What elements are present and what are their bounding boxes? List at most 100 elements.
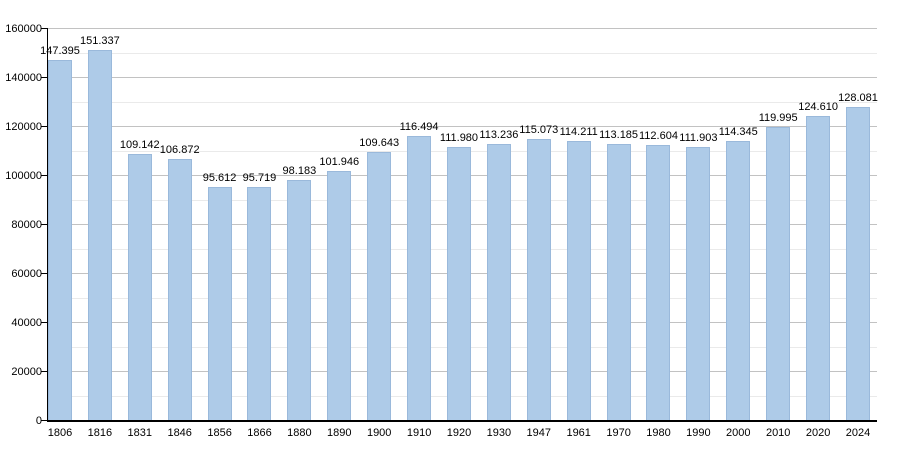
gridline-minor (48, 52, 877, 54)
x-axis-tick-label: 2020 (805, 427, 831, 439)
bar-value-label: 112.604 (639, 130, 678, 143)
y-axis-tick (41, 322, 47, 323)
bar (646, 145, 671, 421)
bar (207, 186, 232, 421)
bar-value-label: 95.612 (202, 171, 237, 184)
plot-area: 147.395 1806 151.337 1816 109.142 1831 106.872… (40, 28, 878, 440)
x-axis-tick-label: 1816 (87, 427, 113, 439)
x-axis-tick-label: 2010 (765, 427, 791, 439)
bar-value-label: 98.183 (282, 165, 317, 178)
y-axis-tick-label: 120000 (5, 121, 42, 133)
bar-value-label: 128.081 (838, 92, 878, 105)
bar (48, 59, 72, 421)
x-axis-tick-label: 1961 (566, 427, 591, 439)
bar-slot: 101.946 1890 (319, 29, 360, 439)
y-axis-tick-label: 40000 (11, 317, 42, 329)
bar (127, 153, 152, 421)
bar-slot: 112.604 1980 (639, 29, 679, 439)
bar-value-label: 119.995 (758, 112, 798, 125)
y-axis-tick-label: 140000 (5, 72, 42, 84)
bar-slot: 95.612 1856 (200, 29, 240, 439)
bar-value-label: 95.719 (242, 171, 277, 184)
x-axis-tick-label: 1900 (366, 427, 392, 439)
bar-value-label: 109.142 (119, 138, 160, 151)
y-axis-tick-label: 0 (35, 415, 42, 427)
bar-slot: 111.903 1990 (678, 29, 718, 439)
y-axis-line (47, 28, 48, 421)
bar-slot: 111.980 1920 (439, 29, 479, 439)
x-axis-tick-label: 1990 (686, 427, 711, 439)
y-axis-tick (41, 77, 47, 78)
bar-slot: 119.995 2010 (758, 29, 798, 439)
bar (566, 141, 591, 421)
y-axis-tick-label: 20000 (11, 366, 42, 378)
x-axis-line (47, 420, 877, 422)
bar-value-label: 115.073 (519, 124, 559, 137)
bar-value-label: 147.395 (40, 44, 80, 57)
bar (686, 146, 711, 421)
x-axis-tick-label: 1980 (646, 427, 671, 439)
bar-value-label: 116.494 (399, 120, 439, 133)
bar-slot: 113.185 1970 (599, 29, 639, 439)
bar-slot: 114.211 1961 (559, 29, 599, 439)
bar (287, 180, 312, 421)
bar-value-label: 114.345 (718, 125, 758, 138)
x-axis-tick-label: 1930 (486, 427, 512, 439)
bar (526, 139, 551, 421)
y-axis-tick (41, 371, 47, 372)
x-axis-tick-label: 1910 (406, 427, 432, 439)
y-axis-tick (41, 420, 47, 421)
bar-slot: 109.643 1900 (359, 29, 400, 439)
bar (766, 127, 791, 421)
bar-slot: 115.073 1947 (519, 29, 559, 439)
gridline-major (48, 28, 877, 29)
bar (726, 140, 751, 421)
bar-value-label: 124.610 (798, 100, 838, 113)
x-axis-tick-label: 2000 (726, 427, 751, 439)
y-axis-tick-label: 60000 (11, 268, 42, 280)
x-axis-tick-label: 1947 (526, 427, 552, 439)
bar-slot: 113.236 1930 (479, 29, 519, 439)
x-axis-tick-label: 1806 (47, 427, 73, 439)
y-axis-tick (41, 28, 47, 29)
gridline-major (48, 77, 877, 78)
x-axis-tick-label: 1920 (446, 427, 472, 439)
bar (845, 107, 870, 421)
x-axis-tick-label: 1880 (287, 427, 312, 439)
x-axis-tick-label: 1866 (247, 427, 272, 439)
bar-slot: 106.872 1846 (159, 29, 200, 439)
gridline-minor (48, 101, 877, 103)
x-axis-tick-label: 1970 (606, 427, 631, 439)
y-axis-tick-label: 100000 (5, 170, 42, 182)
bar (247, 186, 272, 421)
bar-value-label: 109.643 (359, 137, 400, 150)
bar-slot: 124.610 2020 (798, 29, 838, 439)
y-axis-tick (41, 224, 47, 225)
bar-slot: 147.395 1806 (40, 29, 80, 439)
y-axis-tick-label: 160000 (5, 23, 42, 35)
bar (327, 171, 352, 421)
x-axis-tick-label: 1890 (327, 427, 352, 439)
bar (87, 50, 112, 421)
bar-value-label: 106.872 (159, 144, 200, 157)
bar-value-label: 111.980 (439, 131, 479, 144)
bar-slot: 116.494 1910 (399, 29, 439, 439)
x-axis-tick-label: 2024 (845, 427, 871, 439)
bar-value-label: 113.185 (599, 128, 639, 141)
bar-slot: 95.719 1866 (240, 29, 280, 440)
gridline-major (48, 126, 877, 127)
y-axis-tick (41, 273, 47, 274)
bar (446, 146, 471, 421)
bar (486, 143, 511, 421)
bar-value-label: 151.337 (79, 35, 120, 48)
bar-value-label: 101.946 (319, 156, 360, 169)
bar-slot: 151.337 1816 (79, 29, 120, 439)
y-axis-tick-label: 80000 (11, 219, 42, 231)
bar-value-label: 111.903 (679, 131, 718, 144)
x-axis-tick-label: 1856 (207, 427, 232, 439)
bar (806, 115, 831, 421)
x-axis-tick-label: 1846 (167, 427, 192, 439)
y-axis-tick (41, 126, 47, 127)
bar (407, 135, 432, 421)
